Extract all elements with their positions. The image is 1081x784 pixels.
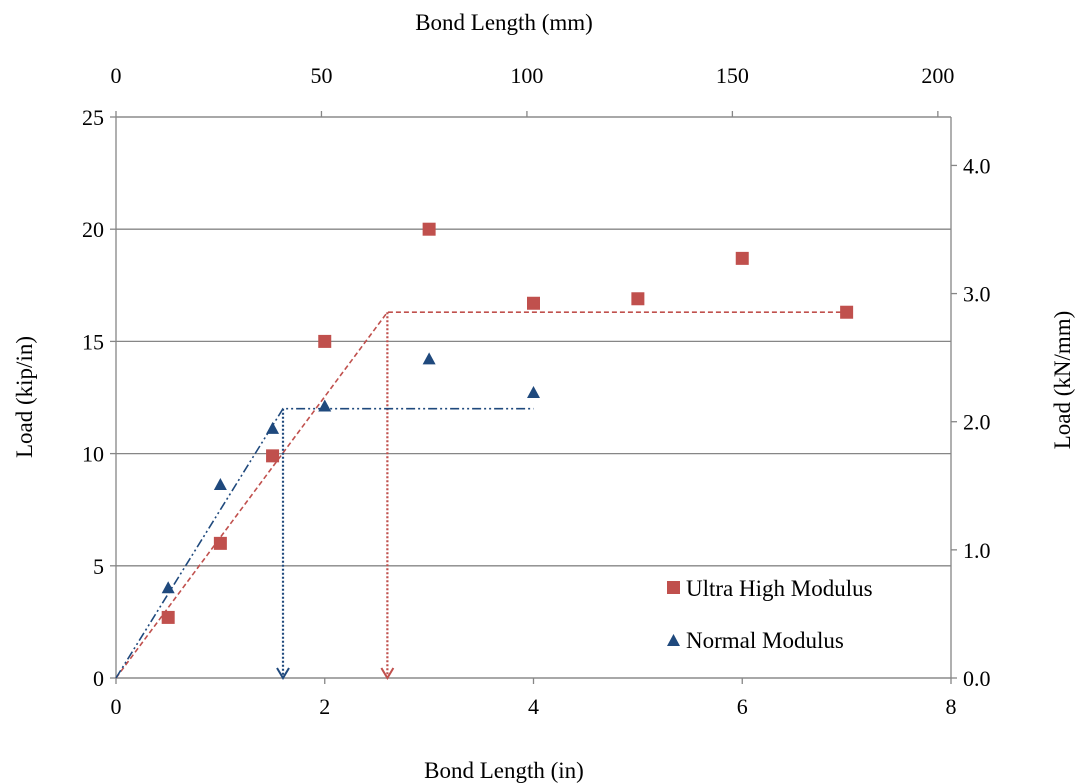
data-point-square — [735, 251, 749, 265]
data-point-square — [527, 296, 540, 310]
x-bottom-tick-label: 6 — [737, 694, 748, 719]
y-right-tick-label: 4.0 — [963, 153, 991, 178]
y-right-tick-label: 2.0 — [963, 410, 991, 435]
legend-label-normal-modulus: Normal Modulus — [686, 628, 844, 653]
x-bottom-tick-label: 4 — [528, 694, 539, 719]
data-point-triangle — [422, 352, 436, 365]
legend: Ultra High Modulus Normal Modulus — [667, 576, 873, 653]
arrow-head-normal-modulus — [276, 667, 290, 680]
legend-marker-normal-modulus — [667, 634, 680, 646]
data-point-triangle — [161, 581, 175, 594]
data-point-square — [422, 222, 436, 236]
y-right-tick-label: 3.0 — [963, 282, 991, 307]
y-left-tick-label: 0 — [93, 666, 104, 691]
data-point-square — [840, 305, 854, 319]
legend-label-ultra-high-modulus: Ultra High Modulus — [686, 576, 873, 601]
data-point-square — [213, 536, 227, 550]
data-point-triangle — [266, 421, 280, 434]
x-bottom-tick-label: 8 — [946, 694, 957, 719]
data-point-triangle — [213, 478, 227, 491]
y-right-axis-title: Load (kN/mm) — [1050, 311, 1075, 450]
x-top-tick-label: 0 — [111, 63, 122, 88]
x-top-axis-title: Bond Length (mm) — [415, 10, 593, 35]
axes — [110, 111, 957, 684]
y-right-tick-label: 1.0 — [963, 538, 991, 563]
x-bottom-tick-label: 2 — [319, 694, 330, 719]
y-left-tick-label: 25 — [82, 105, 104, 130]
x-top-tick-label: 150 — [716, 63, 749, 88]
tick-labels: 0 2 4 6 8 0 50 100 150 200 0 5 10 15 20 25 0.0 1.0 2.0 3.0 4… — [82, 63, 991, 719]
trend-line-ultra-high-modulus — [115, 311, 847, 679]
trend-line-normal-modulus — [115, 407, 534, 679]
y-left-tick-label: 15 — [82, 329, 104, 354]
y-right-tick-label: 0.0 — [963, 666, 991, 691]
y-left-tick-label: 10 — [82, 442, 104, 467]
data-point-square — [631, 292, 645, 306]
x-top-tick-label: 50 — [310, 63, 332, 88]
x-top-tick-label: 100 — [510, 63, 543, 88]
data-point-square — [266, 449, 280, 463]
y-left-axis-title: Load (kip/in) — [12, 336, 37, 458]
data-point-square — [318, 334, 332, 348]
data-point-triangle — [318, 399, 332, 412]
y-left-tick-label: 20 — [82, 217, 104, 242]
x-bottom-tick-label: 0 — [111, 694, 122, 719]
data-point-triangle — [527, 386, 540, 399]
x-top-tick-label: 200 — [921, 63, 954, 88]
y-left-tick-label: 5 — [93, 554, 104, 579]
trend-lines — [115, 311, 847, 680]
data-points — [161, 222, 854, 624]
x-bottom-axis-title: Bond Length (in) — [424, 758, 584, 783]
arrow-head-ultra-high-modulus — [380, 667, 395, 680]
data-point-square — [161, 610, 175, 624]
legend-marker-ultra-high-modulus — [667, 581, 680, 594]
